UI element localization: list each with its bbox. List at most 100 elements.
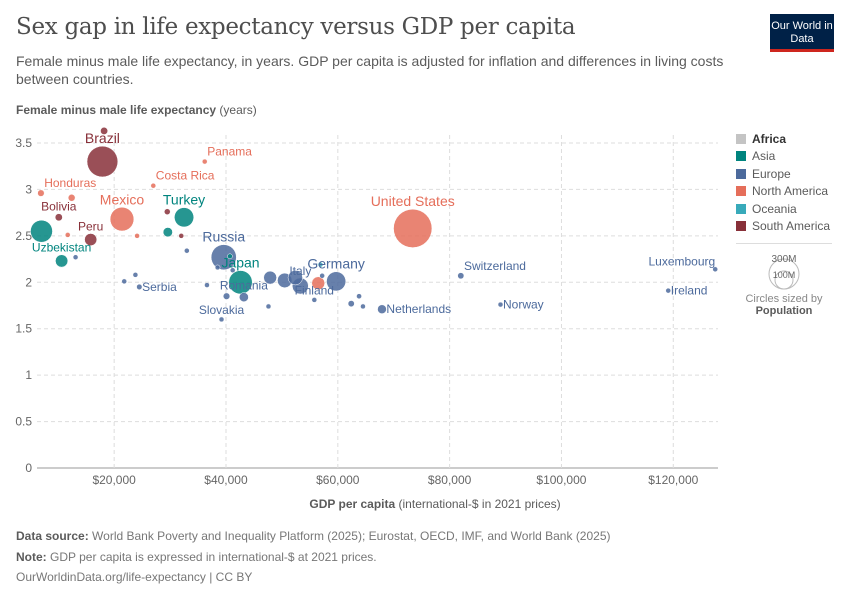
data-point-mexico: [109, 207, 135, 232]
data-point-peru: [84, 233, 98, 246]
legend-swatch: [736, 203, 746, 214]
x-tick-label: $40,000: [204, 473, 248, 487]
legend-swatch: [736, 168, 746, 179]
legend-label: Europe: [752, 166, 791, 181]
y-axis-label-unit: (years): [216, 103, 257, 117]
x-tick-label: $120,000: [648, 473, 698, 487]
y-tick-label: 2.5: [15, 229, 32, 243]
x-tick-label: $80,000: [428, 473, 472, 487]
size-legend: 300M 100M: [768, 254, 800, 290]
data-point-finland: [311, 297, 318, 303]
data-point: [121, 278, 127, 285]
data-point: [356, 293, 362, 300]
point-label: Italy: [289, 264, 311, 278]
x-axis-label-bold: GDP per capita: [309, 497, 396, 511]
legend-item-asia[interactable]: Asia: [736, 148, 832, 166]
data-point: [184, 247, 190, 254]
data-point-slovakia: [218, 316, 225, 323]
data-point-turkey: [174, 207, 194, 228]
data-point-ireland: [665, 287, 671, 294]
data-point: [317, 261, 324, 268]
legend-label: South America: [752, 219, 831, 234]
legend-label: Oceania: [752, 201, 797, 216]
point-label: Russia: [202, 229, 245, 245]
legend: Africa Asia Europe North America Oceania Sout…: [736, 130, 832, 317]
data-point-costa-rica: [150, 182, 157, 189]
legend-label: Asia: [752, 149, 776, 164]
size-caption: Circles sized by: [745, 293, 823, 305]
owid-logo[interactable]: Our World in Data: [770, 14, 834, 52]
data-point-honduras: [37, 189, 45, 197]
size-legend-300m: 300M: [771, 254, 796, 265]
point-label: Mexico: [100, 191, 145, 207]
y-tick-label: 0: [25, 461, 32, 475]
data-point-russia: [210, 244, 237, 271]
legend-divider: [736, 243, 832, 244]
legend-item-europe[interactable]: Europe: [736, 165, 832, 183]
x-tick-label: $20,000: [92, 473, 136, 487]
size-legend-100m: 100M: [773, 270, 796, 280]
data-point: [347, 300, 355, 308]
y-axis-label: Female minus male life expectancy (years…: [16, 103, 257, 117]
point-label: Turkey: [163, 192, 205, 208]
data-point: [162, 227, 173, 238]
data-point: [360, 303, 366, 310]
y-tick-label: 1: [25, 368, 32, 382]
data-point-uzbekistan: [55, 254, 69, 268]
legend-item-oceania[interactable]: Oceania: [736, 200, 832, 218]
data-point: [164, 208, 171, 215]
legend-label: Africa: [752, 131, 787, 146]
point-label: Peru: [78, 219, 103, 233]
source-url[interactable]: OurWorldinData.org/life-expectancy | CC …: [16, 570, 253, 584]
chart-title: Sex gap in life expectancy versus GDP pe…: [16, 14, 576, 40]
chart-subtitle: Female minus male life expectancy, in ye…: [16, 53, 724, 87]
point-label: Panama: [207, 145, 252, 159]
note: Note: GDP per capita is expressed in int…: [16, 550, 377, 564]
data-point: [30, 219, 53, 243]
data-point: [72, 254, 79, 260]
data-point-netherlands: [377, 304, 387, 314]
legend-label: North America: [752, 184, 829, 199]
point-label: Serbia: [142, 280, 177, 294]
data-point-luxembourg: [712, 266, 718, 273]
data-point: [311, 276, 325, 290]
point-label: Honduras: [44, 176, 96, 190]
data-point: [214, 264, 221, 271]
data-point: [319, 273, 325, 279]
legend-swatch: [736, 133, 746, 144]
legend-swatch: [736, 186, 746, 197]
data-point-romania: [239, 292, 249, 302]
x-tick-label: $60,000: [316, 473, 360, 487]
point-label: Bolivia: [41, 200, 77, 214]
y-tick-label: 2: [25, 275, 32, 289]
point-label: United States: [371, 193, 455, 209]
size-legend-100m-circle: [774, 270, 794, 290]
y-tick-label: 3.5: [15, 136, 32, 150]
note-label: Note:: [16, 550, 47, 564]
data-point-united-states: [393, 208, 433, 248]
data-point-switzerland: [457, 272, 465, 280]
y-tick-label: 0.5: [15, 415, 32, 429]
logo-text: Our World in Data: [771, 20, 833, 45]
data-point: [204, 282, 210, 288]
legend-item-north-america[interactable]: North America: [736, 183, 832, 201]
point-label: Norway: [503, 298, 544, 312]
x-axis-label: GDP per capita (international-$ in 2021 …: [0, 497, 850, 511]
legend-item-south-america[interactable]: South America: [736, 218, 832, 236]
y-tick-label: 3: [25, 182, 32, 196]
point-label: Romania: [220, 279, 268, 293]
data-point: [265, 303, 272, 310]
data-point: [178, 233, 185, 239]
legend-item-africa[interactable]: Africa: [736, 130, 832, 148]
data-point-norway: [497, 301, 504, 308]
data-point-serbia: [136, 283, 143, 290]
point-label: Uzbekistan: [32, 241, 91, 255]
point-label: Slovakia: [199, 303, 245, 317]
data-point: [100, 127, 108, 135]
point-label: Germany: [307, 256, 365, 272]
data-point-germany: [326, 271, 346, 292]
legend-swatch: [736, 221, 746, 232]
x-axis-label-unit: (international-$ in 2021 prices): [395, 497, 561, 511]
